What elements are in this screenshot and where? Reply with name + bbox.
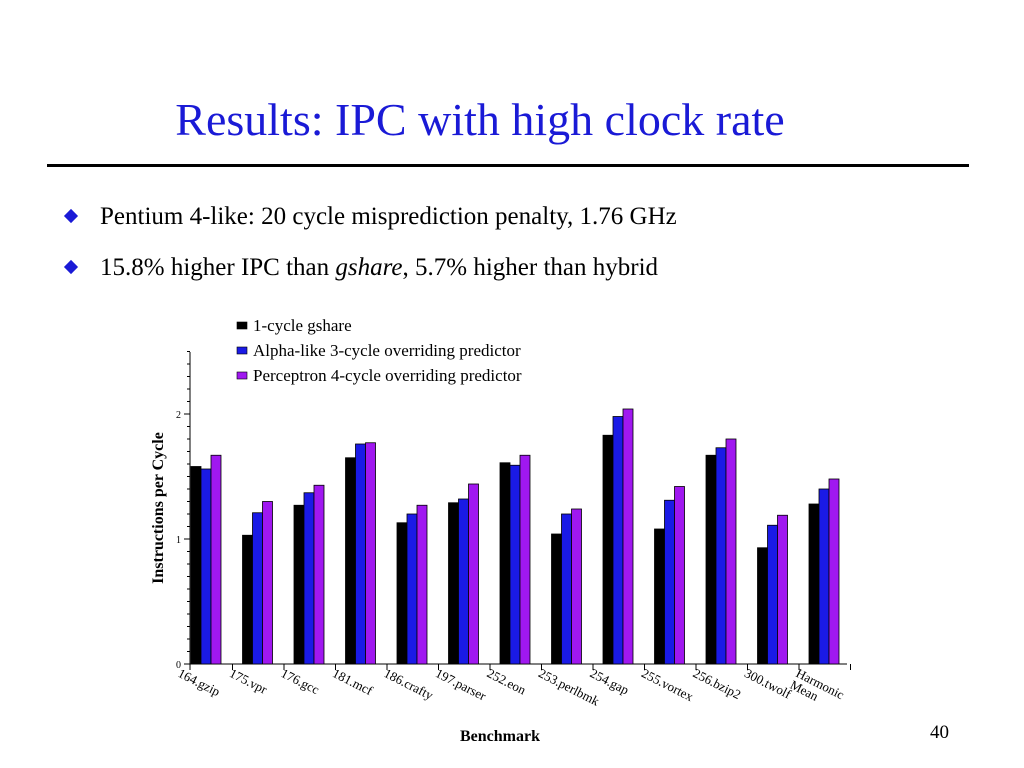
x-tick-label-line: 255.vortex: [639, 665, 696, 704]
bar-2-1: [200, 468, 212, 665]
title-divider: [47, 164, 969, 167]
x-tick-label: 164.gzip: [176, 665, 223, 699]
bar-2-11: [715, 447, 727, 665]
bar-1-9: [602, 434, 614, 665]
bar-3-1: [210, 454, 222, 665]
x-tick-label-line: 164.gzip: [176, 665, 223, 699]
bar-3-5: [416, 504, 428, 665]
x-tick-label-line: 252.eon: [485, 665, 529, 697]
bar-3-7: [519, 454, 531, 665]
x-tick-label: 300.twolf: [742, 665, 794, 701]
x-tick-label-line: 197.parser: [433, 665, 489, 703]
x-tick-label: 256.bzip2: [691, 665, 744, 702]
x-axis-title: Benchmark: [460, 728, 540, 745]
bar-1-8: [551, 533, 562, 665]
bar-2-6: [458, 498, 469, 665]
bar-3-13: [828, 478, 840, 665]
legend-swatch-3: [236, 371, 248, 380]
bar-3-10: [674, 486, 685, 665]
x-tick-label: 176.gcc: [279, 665, 322, 697]
bar-2-12: [767, 524, 778, 665]
bar-2-5: [406, 513, 418, 665]
bar-1-7: [499, 462, 511, 665]
x-tick-label-line: 175.vpr: [227, 665, 270, 697]
bar-2-8: [561, 513, 572, 665]
x-tick-label-line: 300.twolf: [742, 665, 794, 701]
bar-1-3: [293, 504, 305, 665]
bar-1-12: [757, 547, 768, 665]
bar-2-3: [303, 492, 315, 665]
bar-3-11: [725, 438, 737, 665]
bar-2-4: [355, 443, 366, 665]
bar-1-2: [242, 534, 253, 665]
y-axis-title: Instructions per Cycle: [150, 432, 167, 584]
bar-2-2: [252, 512, 263, 665]
x-tick-label: 252.eon: [485, 665, 529, 697]
page-number: 40: [930, 722, 949, 743]
bar-1-5: [396, 522, 408, 665]
x-tick-label: HarmonicMean: [788, 665, 847, 714]
bullet-item-2: 15.8% higher IPC than gshare, 5.7% highe…: [63, 252, 659, 284]
bullet-item-1: Pentium 4-like: 20 cycle misprediction p…: [63, 201, 677, 233]
bar-3-4: [365, 442, 376, 665]
x-tick-label: 255.vortex: [639, 665, 696, 704]
bar-2-10: [664, 499, 675, 665]
x-tick-label: 186.crafty: [382, 665, 437, 703]
x-tick-label: 197.parser: [433, 665, 489, 703]
y-tick-label: 1: [176, 535, 181, 546]
bar-3-12: [777, 514, 788, 665]
bar-1-4: [345, 457, 356, 665]
legend-swatch-2: [236, 346, 248, 355]
bar-3-9: [622, 408, 634, 665]
y-tick-label: 2: [176, 410, 181, 421]
bar-1-6: [448, 502, 459, 665]
bar-2-9: [612, 416, 624, 665]
x-tick-label-line: 186.crafty: [382, 665, 437, 703]
x-tick-label-line: 176.gcc: [279, 665, 322, 697]
x-tick-label-line: 181.mcf: [330, 665, 376, 698]
x-tick-label: 181.mcf: [330, 665, 376, 698]
bullet-text-1: Pentium 4-like: 20 cycle misprediction p…: [100, 203, 677, 230]
slide-title: Results: IPC with high clock rate: [175, 94, 785, 145]
bar-3-6: [468, 483, 479, 665]
bar-1-1: [190, 466, 202, 665]
bar-3-2: [262, 501, 273, 665]
x-tick-label-line: 256.bzip2: [691, 665, 744, 702]
bullet-text-2-suffix: , 5.7% higher than hybrid: [402, 254, 659, 281]
bar-3-3: [313, 484, 325, 665]
bar-1-11: [705, 454, 717, 665]
bar-3-8: [571, 508, 582, 665]
bar-1-13: [808, 503, 820, 665]
bullet-text-2-prefix: 15.8% higher IPC than: [100, 254, 336, 281]
bar-2-7: [509, 464, 521, 665]
legend-label-2: Alpha-like 3-cycle overriding predictor: [253, 341, 521, 360]
x-tick-label: 175.vpr: [227, 665, 270, 697]
bar-2-13: [818, 488, 830, 665]
bullet-text-2-italic: gshare: [335, 254, 403, 281]
y-tick-label: 0: [176, 660, 181, 671]
legend-label-3: Perceptron 4-cycle overriding predictor: [253, 366, 522, 385]
legend-label-1: 1-cycle gshare: [253, 316, 352, 335]
legend-swatch-1: [236, 321, 248, 330]
bar-1-10: [654, 528, 665, 665]
